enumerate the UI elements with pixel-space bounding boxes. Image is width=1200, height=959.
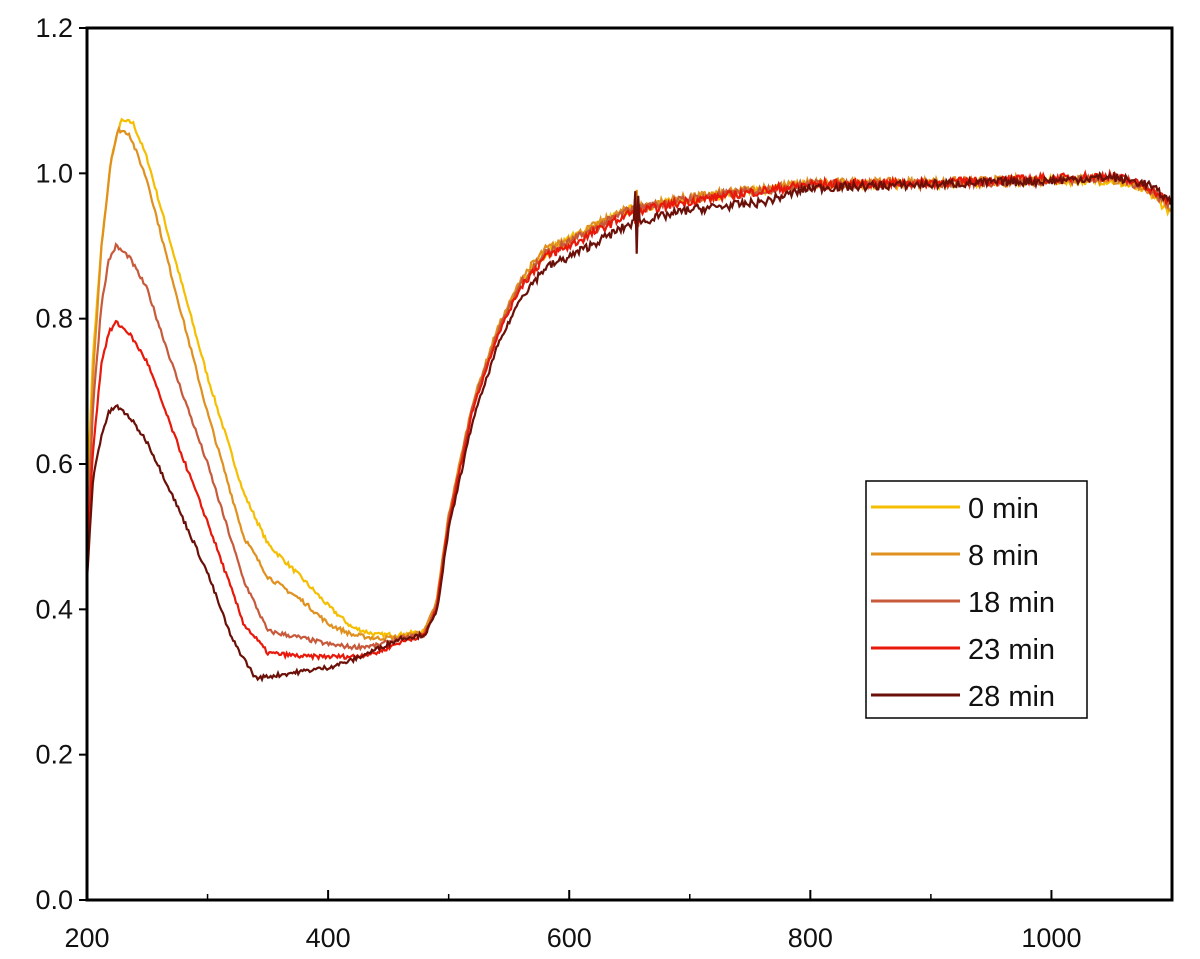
y-tick-label: 0.4 bbox=[35, 594, 73, 624]
y-tick-label: 1.0 bbox=[35, 158, 73, 188]
x-tick-label: 1000 bbox=[1021, 923, 1081, 953]
y-tick-label: 0.6 bbox=[35, 449, 73, 479]
x-tick-label: 800 bbox=[788, 923, 833, 953]
legend-label: 18 min bbox=[968, 587, 1055, 619]
y-tick-label: 0.8 bbox=[35, 304, 73, 334]
series-layer bbox=[85, 117, 1172, 683]
legend-label: 8 min bbox=[968, 540, 1039, 572]
legend-label: 23 min bbox=[968, 634, 1055, 666]
x-tick-label: 600 bbox=[547, 923, 592, 953]
y-tick-label: 1.2 bbox=[35, 13, 73, 43]
y-tick-label: 0.0 bbox=[35, 885, 73, 915]
x-tick-label: 400 bbox=[306, 923, 351, 953]
x-tick-label: 200 bbox=[64, 923, 109, 953]
plot-frame bbox=[85, 26, 1174, 902]
legend: 0 min 8 min 18 min 23 min 28 min bbox=[865, 480, 1088, 719]
legend-label: 0 min bbox=[968, 493, 1039, 525]
y-tick-label: 0.2 bbox=[35, 740, 73, 770]
series-line-28-min bbox=[85, 170, 1172, 683]
ticks-layer: 200 400 600 800 1000 0.0 0.2 0.4 0.6 0.8 1.0 1.2 bbox=[35, 13, 1081, 953]
series-line-23-min bbox=[85, 168, 1172, 662]
legend-label: 28 min bbox=[968, 681, 1055, 713]
